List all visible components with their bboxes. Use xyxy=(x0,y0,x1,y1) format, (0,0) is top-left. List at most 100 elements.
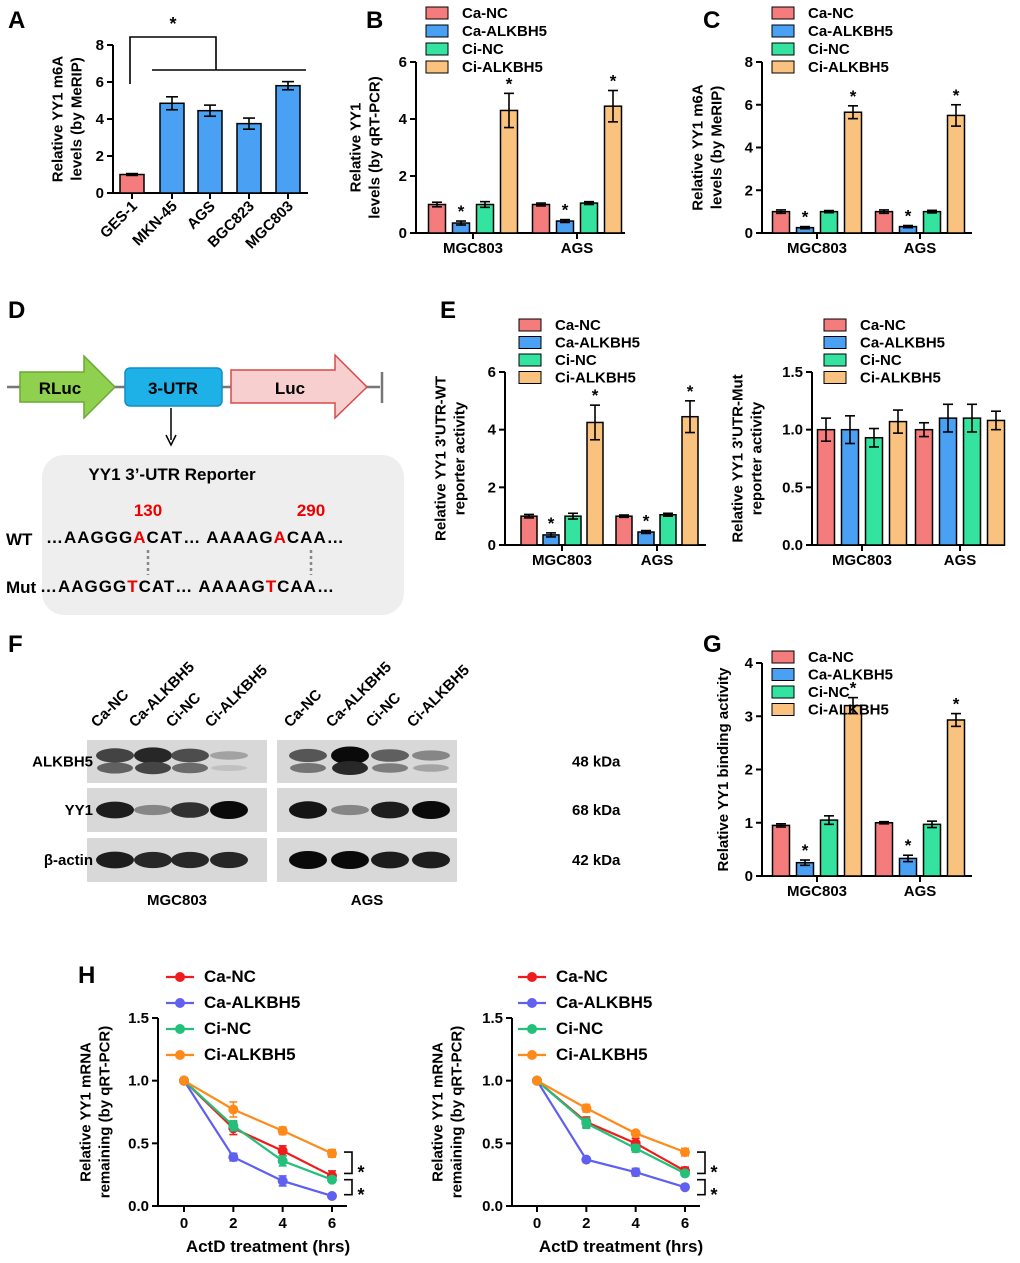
legend-label: Ca-ALKBH5 xyxy=(808,667,893,684)
x-tick-label: MGC803 xyxy=(787,240,847,257)
legend-swatch xyxy=(771,668,795,681)
legend-swatch xyxy=(425,6,449,20)
lane-label: Ca-NC xyxy=(88,686,133,731)
legend-swatch xyxy=(518,353,542,367)
data-point xyxy=(228,1120,239,1131)
data-point xyxy=(228,1152,239,1163)
legend-label: Ca-ALKBH5 xyxy=(204,993,300,1012)
significance-star: * xyxy=(802,841,809,860)
y-tick-label: 6 xyxy=(96,74,104,91)
y-tick-label: 1.0 xyxy=(482,1073,503,1090)
bar-ci-alkbh5 xyxy=(946,719,966,877)
lane-label: Ca-NC xyxy=(281,686,326,731)
legend-swatch xyxy=(771,650,795,664)
series-line xyxy=(183,1079,333,1177)
protein-band xyxy=(171,748,209,763)
legend-swatch xyxy=(771,703,795,716)
series-ca-alkbh5 xyxy=(532,1075,690,1193)
mut-label: Mut xyxy=(6,578,37,597)
y-tick-label: 3 xyxy=(745,708,753,725)
protein-band xyxy=(412,801,450,819)
series-line xyxy=(536,1080,686,1189)
chart-E-Mut: 0.0 0.5 1.0 1.5 Relative YY1 3'UTR-Mut report… xyxy=(730,317,1006,569)
significance-star: * xyxy=(458,202,465,221)
y-tick-label: 2 xyxy=(96,148,104,165)
data-point xyxy=(630,1143,641,1154)
protein-band xyxy=(412,750,450,761)
significance-star: * xyxy=(169,14,176,34)
position-label: 130 xyxy=(134,501,162,520)
y-tick-label: 4 xyxy=(96,111,105,128)
lane-label: Ci-ALKBH5 xyxy=(202,662,271,731)
y-axis-label: reporter activity xyxy=(749,401,766,515)
y-axis-label: reporter activity xyxy=(452,401,469,515)
legend-label: Ca-NC xyxy=(555,317,601,334)
x-axis-label: ActD treatment (hrs) xyxy=(539,1237,703,1256)
legend-swatch xyxy=(425,42,449,56)
y-tick-label: 1.0 xyxy=(782,422,803,439)
y-tick-label: 6 xyxy=(488,364,496,381)
cell-line-label: AGS xyxy=(351,892,384,909)
bar-ca-nc xyxy=(520,515,538,546)
western-blot: MGC803Ca-NCCa-ALKBH5Ci-NCCi-ALKBH5AGSCa-… xyxy=(32,659,621,909)
legend-swatch xyxy=(771,60,795,74)
legend-label: Ci-NC xyxy=(860,352,902,369)
bar-ci-alkbh5 xyxy=(888,420,908,546)
protein-band xyxy=(371,749,409,762)
chart-G: 0 1 2 3 4 Relative YY1 binding activity MGC803… xyxy=(715,649,972,900)
y-tick-label: 2 xyxy=(745,182,753,199)
legend-label: Ca-NC xyxy=(808,5,854,22)
data-point xyxy=(630,1128,641,1139)
legend-marker xyxy=(175,972,185,982)
chart-H-AGS: 0.0 0.5 1.0 1.5 Relative YY1 mRNA remaining (… xyxy=(430,967,718,1256)
bar-ci-alkbh5 xyxy=(843,111,863,234)
protein-band xyxy=(332,761,368,775)
legend-label: Ci-NC xyxy=(808,684,850,701)
legend-label: Ci-NC xyxy=(462,41,504,58)
x-tick-label: AGS xyxy=(641,552,674,569)
molecular-weight-label: 42 kDa xyxy=(572,852,621,869)
chart-H-MGC803: 0.0 0.5 1.0 1.5 Relative YY1 mRNA remaining (… xyxy=(78,967,365,1256)
data-point xyxy=(327,1148,337,1159)
y-tick-label: 1 xyxy=(745,815,753,832)
position-label: 290 xyxy=(297,501,325,520)
data-point xyxy=(581,1154,592,1165)
y-tick-label: 0.5 xyxy=(128,1135,149,1152)
y-tick-label: 1.5 xyxy=(782,364,803,381)
legend-label: Ca-NC xyxy=(204,967,256,986)
x-tick-label: 6 xyxy=(328,1215,336,1232)
bar-bgc823 xyxy=(236,122,262,194)
protein-band xyxy=(210,851,248,869)
luc-arrow xyxy=(230,353,369,420)
legend-label: Ca-ALKBH5 xyxy=(808,23,893,40)
panel-letter-C: C xyxy=(703,7,720,34)
legend-label: Ci-ALKBH5 xyxy=(860,370,941,387)
legend-label: Ci-NC xyxy=(204,1019,251,1038)
wt_seq-sequence: …AAGGGACAT… AAAAGACAA… xyxy=(46,528,345,547)
rluc-arrow xyxy=(19,354,117,420)
chart-C: 0 2 4 6 8 Relative YY1 m6A levels (by MeRIP) MG… xyxy=(690,5,972,257)
bar-ci-alkbh5 xyxy=(681,415,699,546)
bar-ca-nc xyxy=(427,203,447,234)
protein-label: ALKBH5 xyxy=(32,754,93,771)
series-line xyxy=(536,1079,686,1175)
y-axis-label: Relative YY1 binding activity xyxy=(715,667,732,872)
y-tick-label: 2 xyxy=(488,479,496,496)
y-tick-label: 2 xyxy=(745,762,753,779)
construct-diagram: RLuc 3-UTR Luc YY1 3’-UTR Reporter 130 290 WT M… xyxy=(6,353,404,615)
bar-ci-nc xyxy=(922,823,942,877)
legend-swatch xyxy=(425,24,449,38)
bar-ci-nc xyxy=(962,417,982,546)
cell-line-label: MGC803 xyxy=(147,892,207,909)
bar-mkn-45 xyxy=(159,102,185,194)
y-axis-label: Relative YY1 mRNA xyxy=(78,1042,95,1182)
significance-bracket xyxy=(344,1178,353,1196)
legend-label: Ci-ALKBH5 xyxy=(808,702,889,719)
y-tick-label: 4 xyxy=(488,422,497,439)
legend-label: Ci-ALKBH5 xyxy=(556,1045,648,1064)
protein-band xyxy=(289,851,327,869)
protein-band xyxy=(210,751,248,760)
legend-marker xyxy=(527,1050,537,1060)
bar-ci-alkbh5 xyxy=(843,704,863,877)
